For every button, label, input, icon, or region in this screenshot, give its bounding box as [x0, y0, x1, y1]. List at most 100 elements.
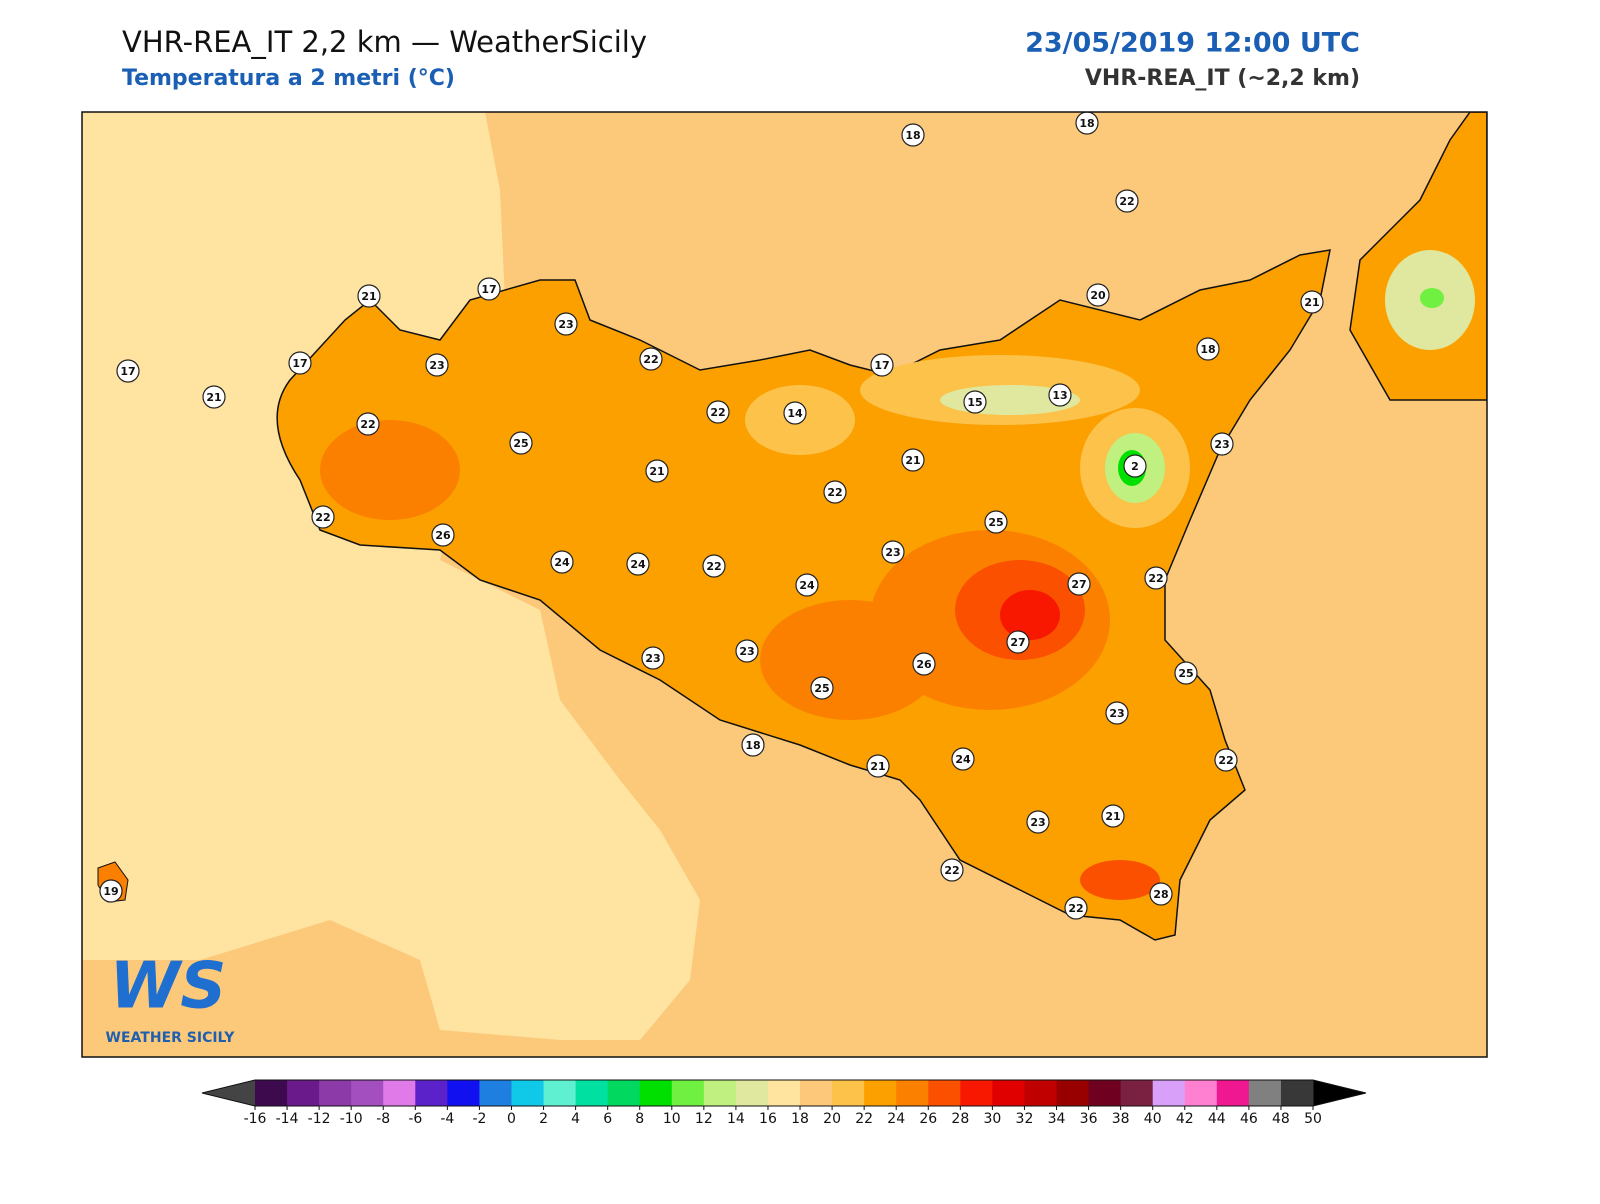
colorbar-bin [351, 1080, 384, 1106]
station-marker [951, 747, 975, 771]
colorbar-tick-label: 4 [571, 1111, 580, 1127]
logo-name: WEATHER SICILY [106, 1030, 236, 1046]
station-marker [735, 639, 759, 663]
station-marker [99, 879, 123, 903]
colorbar-bin [639, 1080, 673, 1106]
station-marker [641, 646, 665, 670]
station-marker [1086, 283, 1110, 307]
colorbar-tick-label: -4 [440, 1111, 454, 1127]
station-value: 22 [827, 486, 842, 499]
colorbar-bin [1024, 1080, 1058, 1106]
station-value: 2 [1131, 460, 1139, 473]
colorbar-tick-label: -14 [276, 1111, 299, 1127]
station-marker [550, 550, 574, 574]
station-marker [1067, 572, 1091, 596]
station-marker [645, 459, 669, 483]
colorbar-under [202, 1080, 255, 1106]
station-value: 21 [905, 454, 920, 467]
colorbar-bin [800, 1080, 833, 1106]
colorbar-tick-label: -12 [308, 1111, 331, 1127]
station-value: 24 [630, 558, 646, 571]
colorbar-tick-label: -10 [340, 1111, 363, 1127]
station-value: 17 [292, 357, 307, 370]
station-value: 13 [1052, 389, 1067, 402]
station-marker [357, 284, 381, 308]
colorbar-tick-label: 50 [1304, 1111, 1322, 1127]
colorbar-tick-label: 40 [1144, 1111, 1162, 1127]
model: VHR-REA_IT (~2,2 km) [1085, 66, 1360, 91]
colorbar-bin [671, 1080, 705, 1106]
station-value: 25 [1178, 667, 1193, 680]
colorbar-tick-label: 0 [507, 1111, 516, 1127]
colorbar: -16 -14 -12 -10 -8 -6 -4 -2 0 2 4 6 8 10 12 14 16 18 20 22 2… [201, 1079, 1367, 1127]
station-marker [741, 733, 765, 757]
station-marker [1115, 189, 1139, 213]
colorbar-tick-label: 12 [695, 1111, 713, 1127]
colorbar-bin [928, 1080, 961, 1106]
station-value: 25 [814, 682, 829, 695]
colorbar-tick-label: 44 [1208, 1111, 1226, 1127]
colorbar-bin [255, 1080, 288, 1106]
colorbar-bin [319, 1080, 352, 1106]
station-value: 28 [1153, 888, 1168, 901]
station-marker [639, 347, 663, 371]
station-value: 18 [1200, 343, 1215, 356]
station-value: 22 [1119, 195, 1134, 208]
station-value: 22 [706, 560, 721, 573]
station-value: 23 [739, 645, 754, 658]
station-marker [1064, 896, 1088, 920]
station-value: 23 [645, 652, 660, 665]
colorbar-tick-label: 38 [1112, 1111, 1130, 1127]
colorbar-tick-label: 36 [1080, 1111, 1098, 1127]
date: 23/05/2019 12:00 UTC [1025, 28, 1360, 59]
station-marker [1210, 432, 1234, 456]
colorbar-tick-label: -6 [408, 1111, 422, 1127]
station-marker [1105, 701, 1129, 725]
cool-sea [82, 112, 700, 1040]
colorbar-tick-label: 14 [727, 1111, 745, 1127]
station-value: 21 [870, 760, 885, 773]
station-marker [1144, 566, 1168, 590]
subtitle: Temperatura a 2 metri (°C) [122, 66, 455, 91]
colorbar-tick-label: 20 [823, 1111, 841, 1127]
colorbar-tick-label: 34 [1048, 1111, 1066, 1127]
station-marker [706, 400, 730, 424]
station-marker [311, 505, 335, 529]
station-marker [1123, 454, 1147, 478]
station-marker [870, 353, 894, 377]
colorbar-bin [287, 1080, 320, 1106]
colorbar-tick-label: -16 [244, 1111, 267, 1127]
station-marker [901, 448, 925, 472]
station-value: 23 [1030, 816, 1045, 829]
station-value: 17 [120, 365, 135, 378]
station-value: 22 [360, 418, 375, 431]
warm-area [760, 600, 940, 720]
station-marker [984, 510, 1008, 534]
station-value: 22 [944, 864, 959, 877]
logo-mark: WS [110, 950, 227, 1024]
station-marker [1026, 810, 1050, 834]
warm-area [320, 420, 460, 520]
station-value: 22 [1218, 754, 1233, 767]
station-marker [509, 431, 533, 455]
colorbar-bin [703, 1080, 737, 1106]
colorbar-tick-label: 32 [1016, 1111, 1034, 1127]
station-marker [477, 277, 501, 301]
station-value: 25 [513, 437, 528, 450]
colorbar-tick-label: 8 [635, 1111, 644, 1127]
colorbar-tick-label: 48 [1272, 1111, 1290, 1127]
station-value: 22 [315, 511, 330, 524]
station-value: 17 [481, 283, 496, 296]
colorbar-tick-label: 24 [887, 1111, 905, 1127]
colorbar-tick-label: 10 [663, 1111, 681, 1127]
station-value: 21 [206, 391, 221, 404]
station-marker [1196, 337, 1220, 361]
station-value: 21 [649, 465, 664, 478]
colorbar-over [1313, 1080, 1366, 1106]
station-value: 19 [103, 885, 118, 898]
station-value: 27 [1010, 636, 1025, 649]
station-value: 26 [435, 529, 451, 542]
station-marker [288, 351, 312, 375]
